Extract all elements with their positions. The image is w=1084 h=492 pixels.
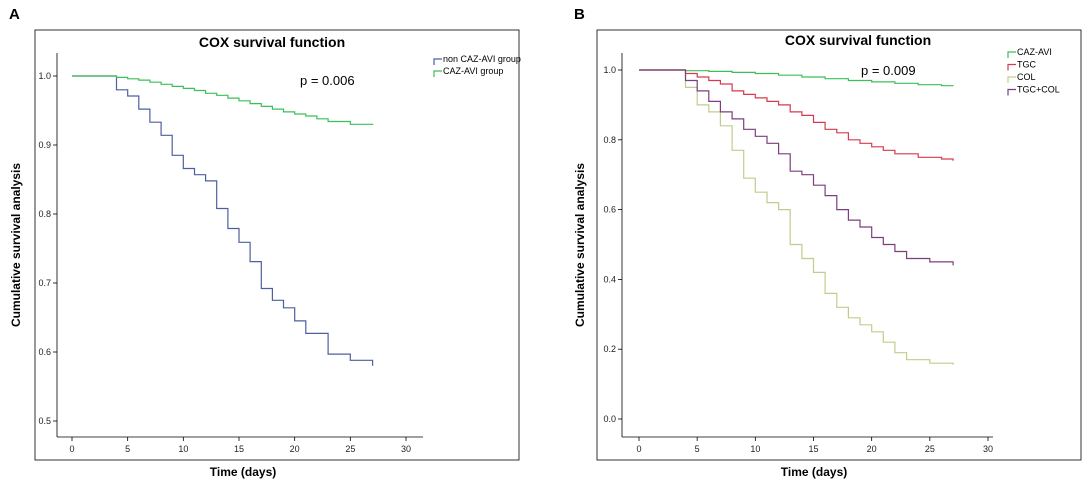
panel-b-legend-label: COL	[1017, 72, 1036, 82]
panel-b: B COX survival function 0.0 0.2 0.4 0.6 0.8 1…	[573, 6, 1082, 479]
panel-a-x-tick-label: 15	[234, 444, 244, 454]
panel-b-legend-item: COL	[1007, 72, 1036, 83]
panel-a-y-tick-label: 1.0	[38, 71, 51, 81]
panel-a-x-tick-label: 0	[69, 444, 74, 454]
panel-a-frame	[34, 29, 520, 461]
panel-a-y-tick-label: 0.7	[38, 278, 51, 288]
panel-b-x-label: Time (days)	[781, 465, 847, 479]
panel-b-curve-col	[639, 69, 954, 365]
panel-b-legend-swatch	[1007, 51, 1016, 58]
panel-a-y-tick-label: 0.6	[38, 347, 51, 357]
panel-a-legend-item: CAZ-AVI group	[433, 66, 503, 77]
panel-a-x-tick-label: 20	[290, 444, 300, 454]
panel-b-legend-swatch	[1007, 88, 1016, 96]
panel-a-y-ticks: 0.5 0.6 0.7 0.8 0.9 1.0	[38, 71, 57, 426]
panel-b-x-tick-label: 25	[925, 444, 935, 454]
panel-a-legend-label: non CAZ-AVI group	[443, 54, 521, 64]
panel-b-x-tick-label: 0	[636, 444, 641, 454]
panel-b-y-label: Cumulative survival analysis	[573, 163, 587, 327]
panel-b-legend-item: CAZ-AVI	[1007, 47, 1052, 58]
panel-b-letter: B	[574, 6, 585, 23]
panel-a-y-tick-label: 0.5	[38, 416, 51, 426]
panel-a-x-tick-label: 30	[401, 444, 411, 454]
panel-b-y-tick-label: 0.6	[603, 205, 616, 215]
panel-b-y-tick-label: 0.0	[603, 414, 616, 424]
panel-a-x-tick-label: 25	[345, 444, 355, 454]
panel-b-x-tick-label: 10	[750, 444, 760, 454]
panel-a-x-tick-label: 10	[178, 444, 188, 454]
panel-a-y-tick-label: 0.9	[38, 140, 51, 150]
panel-b-legend-item: TGC	[1007, 60, 1036, 71]
panel-a-x-tick-label: 5	[125, 444, 130, 454]
panel-a-p-value: p = 0.006	[300, 73, 355, 88]
panel-b-legend-label: CAZ-AVI	[1017, 47, 1052, 57]
panel-a-x-ticks: 0 5 10 15 20 25 30	[69, 437, 411, 454]
panel-b-legend-swatch	[1007, 63, 1016, 71]
panel-a-legend-swatch	[433, 70, 442, 77]
panel-b-x-ticks: 0 5 10 15 20 25 30	[636, 437, 993, 454]
panel-a-curves	[72, 75, 374, 366]
panel-b-frame	[596, 29, 1082, 461]
panel-b-curve-caz-avi	[639, 69, 954, 87]
panel-a: A COX survival function 0.5 0.6 0.7 0.8 0.9 1…	[9, 6, 521, 479]
panel-b-curve-tgc-col	[639, 69, 954, 266]
panel-b-x-tick-label: 5	[695, 444, 700, 454]
panel-b-y-tick-label: 0.8	[603, 135, 616, 145]
panel-b-p-value: p = 0.009	[861, 63, 916, 78]
panel-b-y-tick-label: 0.2	[603, 344, 616, 354]
panel-b-legend-label: TGC+COL	[1017, 85, 1060, 95]
panel-a-title: COX survival function	[199, 34, 345, 50]
panel-a-x-label: Time (days)	[210, 465, 276, 479]
panel-b-curves	[639, 69, 954, 365]
panel-a-y-label: Cumulative survival analysis	[9, 163, 23, 327]
panel-a-legend-item: non CAZ-AVI group	[433, 54, 521, 65]
panel-b-y-ticks: 0.0 0.2 0.4 0.6 0.8 1.0	[603, 65, 622, 424]
panel-a-curve-caz-avi-group	[72, 75, 374, 125]
panel-b-x-tick-label: 15	[808, 444, 818, 454]
panel-a-legend-label: CAZ-AVI group	[443, 66, 503, 76]
panel-b-x-tick-label: 20	[867, 444, 877, 454]
panel-b-legend-item: TGC+COL	[1007, 85, 1060, 96]
panel-a-legend-swatch	[433, 58, 442, 65]
panel-b-y-tick-label: 0.4	[603, 274, 616, 284]
panel-b-title: COX survival function	[785, 32, 931, 48]
panel-b-legend: CAZ-AVI TGC COL TGC+COL	[1007, 47, 1060, 96]
panel-a-curve-non-caz-avi-group	[72, 75, 374, 366]
panel-b-legend-label: TGC	[1017, 60, 1036, 70]
panel-a-letter: A	[9, 6, 20, 23]
panel-b-y-tick-label: 1.0	[603, 65, 616, 75]
panel-b-legend-swatch	[1007, 76, 1016, 83]
panel-a-legend: non CAZ-AVI group CAZ-AVI group	[433, 54, 521, 77]
panel-b-curve-tgc	[639, 69, 954, 161]
panel-b-x-tick-label: 30	[983, 444, 993, 454]
panel-a-y-tick-label: 0.8	[38, 209, 51, 219]
